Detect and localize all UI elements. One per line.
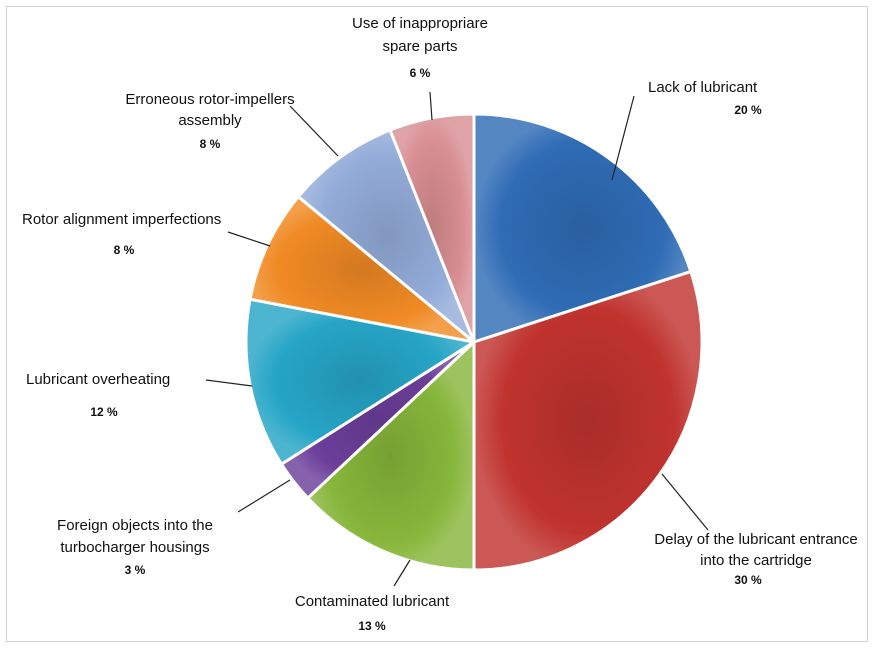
slice-label: assembly — [178, 112, 242, 129]
slice-label: Foreign objects into the — [57, 517, 213, 534]
slice-labels: Lack of lubricant 20 % Delay of the lubric… — [22, 15, 858, 633]
slice-label: Lubricant overheating — [26, 371, 170, 388]
pie-slice — [472, 112, 693, 344]
leader-line — [429, 91, 433, 121]
leader-line — [393, 559, 411, 587]
pie-slice — [296, 128, 476, 344]
slice-label: Use of inappropriare — [352, 15, 488, 32]
slices — [244, 112, 704, 572]
leader-lines — [205, 91, 709, 587]
leader-line — [227, 231, 271, 247]
leader-line — [205, 379, 253, 387]
slice-value-label: 12 % — [90, 405, 118, 419]
slice-label: Lack of lubricant — [648, 79, 758, 96]
slice-value-label: 8 % — [114, 243, 135, 257]
pie-slice — [306, 340, 476, 572]
slice-label: Contaminated lubricant — [295, 593, 450, 610]
slice-label: Erroneous rotor-impellers — [125, 91, 294, 108]
leader-line — [661, 473, 709, 531]
slice-label: Delay of the lubricant entrance — [654, 531, 857, 548]
leader-line — [237, 479, 291, 513]
slice-label: spare parts — [382, 38, 457, 55]
slice-value-label: 20 % — [734, 103, 762, 117]
slice-value-label: 3 % — [125, 563, 146, 577]
leader-line — [289, 105, 339, 157]
slice-value-label: 8 % — [200, 137, 221, 151]
leader-line — [611, 95, 635, 181]
pie-slice — [472, 270, 704, 572]
slice-label: into the cartridge — [700, 552, 812, 569]
slice-label: Rotor alignment imperfections — [22, 211, 221, 228]
slice-value-label: 30 % — [734, 573, 762, 587]
pie-slice — [244, 297, 476, 466]
slice-value-label: 13 % — [358, 619, 386, 633]
slice-label: turbocharger housings — [60, 539, 209, 556]
slice-value-label: 6 % — [410, 66, 431, 80]
